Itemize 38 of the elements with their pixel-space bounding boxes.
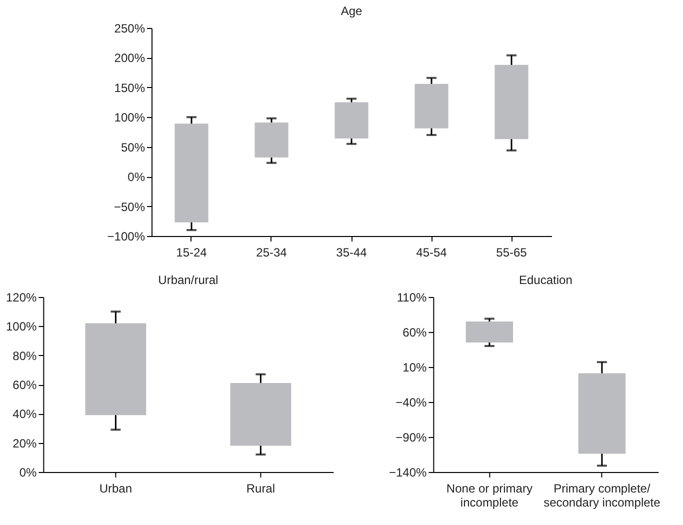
- y-tick-label: 80%: [12, 348, 38, 363]
- y-tick-label: −100%: [107, 230, 146, 244]
- y-tick-label: 40%: [12, 407, 38, 422]
- x-tick-label: Urban: [99, 482, 132, 496]
- y-tick-label: 60%: [402, 326, 428, 340]
- y-tick-label: 120%: [6, 290, 38, 304]
- bar: [494, 64, 528, 140]
- x-tick-label: 45-54: [416, 246, 448, 260]
- x-tick-label: 55-65: [496, 246, 528, 260]
- y-tick-label: 0%: [19, 466, 38, 480]
- y-tick-label: 200%: [114, 51, 146, 66]
- bar: [174, 124, 208, 222]
- x-tick-label: Primary complete/ secondary incomplete: [544, 482, 661, 510]
- y-tick-label: 10%: [402, 360, 428, 374]
- y-tick-label: −90%: [396, 430, 428, 444]
- y-tick-label: 20%: [12, 436, 38, 450]
- x-tick-label: None or primary incomplete: [446, 482, 532, 510]
- x-tick-label: 35-44: [336, 246, 368, 260]
- chart-title: Urban/rural: [158, 273, 218, 287]
- y-tick-label: −140%: [388, 466, 428, 480]
- x-tick-label: 25-34: [256, 246, 288, 260]
- y-tick-label: 100%: [6, 320, 38, 334]
- y-tick-label: 150%: [114, 80, 146, 95]
- x-tick-label: 15-24: [176, 246, 208, 260]
- y-tick-label: 250%: [114, 22, 146, 36]
- chart-title: Education: [519, 273, 572, 287]
- y-tick-label: 50%: [120, 140, 146, 154]
- y-tick-label: −40%: [396, 396, 428, 410]
- y-tick-label: 60%: [12, 378, 38, 392]
- bar: [254, 122, 288, 158]
- y-tick-label: 0%: [128, 170, 146, 184]
- bar: [334, 102, 368, 139]
- x-tick-label: Rural: [246, 482, 276, 496]
- bar: [414, 84, 448, 128]
- y-tick-label: 100%: [114, 110, 146, 125]
- y-tick-label: 110%: [396, 290, 428, 304]
- y-tick-label: −50%: [114, 200, 146, 214]
- chart-title: Age: [340, 4, 362, 18]
